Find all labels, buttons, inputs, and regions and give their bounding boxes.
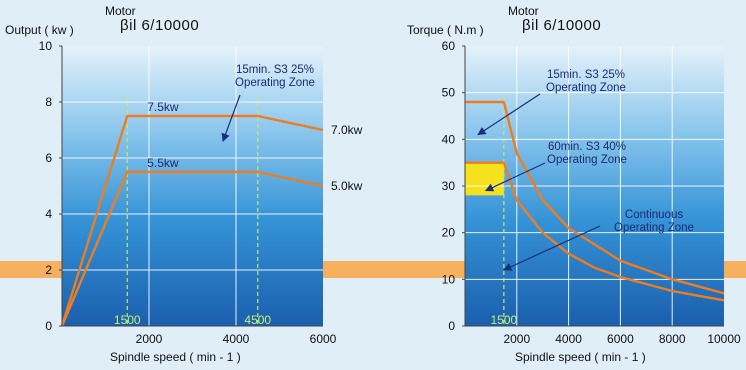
reference-label: 1500 bbox=[114, 313, 141, 327]
annotation-arrow bbox=[477, 93, 541, 136]
annotation-arrow bbox=[484, 162, 546, 192]
series-line bbox=[465, 161, 725, 302]
reference-label: 4500 bbox=[244, 313, 271, 327]
y-tick-label: 10 bbox=[442, 272, 456, 286]
right-y-axis-label: Torque ( N.m ) bbox=[407, 23, 484, 37]
annotation-text: 15min. S3 25% Operating Zone bbox=[235, 64, 315, 89]
annotation-text: 60min. S3 40% Operating Zone bbox=[547, 141, 627, 166]
x-tick-label: 6000 bbox=[607, 332, 634, 346]
y-tick-label: 6 bbox=[45, 151, 52, 165]
y-tick-label: 0 bbox=[45, 319, 52, 333]
series-line bbox=[465, 100, 725, 295]
y-tick-label: 0 bbox=[448, 319, 455, 333]
series-peak-label: 5.5kw bbox=[147, 156, 179, 170]
series-end-label: 5.0kw bbox=[331, 179, 363, 193]
annotation-line: Operating Zone bbox=[614, 222, 694, 234]
x-tick-label: 2000 bbox=[136, 332, 163, 346]
y-tick-label: 30 bbox=[442, 179, 456, 193]
x-tick-label: 4000 bbox=[223, 332, 250, 346]
annotation-line: 15min. S3 25% bbox=[236, 64, 314, 76]
y-tick-label: 40 bbox=[442, 132, 456, 146]
annotation-line: 15min. S3 25% bbox=[547, 69, 625, 81]
right-motor-label: Motor bbox=[508, 4, 539, 18]
annotation-line: Continuous bbox=[625, 209, 683, 221]
annotation-line: Operating Zone bbox=[546, 82, 626, 94]
left-motor-label: Motor bbox=[105, 4, 136, 18]
x-tick-label: 6000 bbox=[310, 332, 337, 346]
series-end-label: 7.0kw bbox=[331, 123, 363, 137]
annotation-text: Continuous Operating Zone bbox=[614, 209, 694, 234]
series-line bbox=[60, 170, 324, 327]
x-tick-label: 10000 bbox=[707, 332, 741, 346]
series-peak-label: 7.5kw bbox=[147, 100, 179, 114]
y-tick-label: 4 bbox=[45, 207, 52, 221]
left-model-label: βil 6/10000 bbox=[120, 17, 200, 34]
annotation-arrow bbox=[503, 225, 601, 271]
shaded-zone bbox=[465, 162, 504, 196]
annotation-line: Operating Zone bbox=[547, 154, 627, 166]
series-line bbox=[60, 114, 324, 327]
right-model-label: βil 6/10000 bbox=[522, 17, 602, 34]
annotation-line: Operating Zone bbox=[235, 77, 315, 89]
torque-chart: 1500 0 10 20 30 40 50 60 2000 4000 6000 8000 10000 15… bbox=[442, 39, 741, 346]
left-y-axis-label: Output ( kw ) bbox=[5, 23, 74, 37]
y-tick-label: 60 bbox=[442, 39, 456, 53]
y-tick-label: 2 bbox=[45, 263, 52, 277]
annotation-arrow bbox=[221, 94, 241, 142]
left-x-axis-label: Spindle speed ( min - 1 ) bbox=[110, 350, 241, 364]
annotation-line: 60min. S3 40% bbox=[548, 141, 626, 153]
x-tick-label: 2000 bbox=[503, 332, 530, 346]
right-x-axis-label: Spindle speed ( min - 1 ) bbox=[515, 350, 646, 364]
x-tick-label: 8000 bbox=[659, 332, 686, 346]
reference-label: 1500 bbox=[490, 313, 517, 327]
x-tick-label: 4000 bbox=[555, 332, 582, 346]
annotation-text: 15min. S3 25% Operating Zone bbox=[546, 69, 626, 94]
y-tick-label: 50 bbox=[442, 86, 456, 100]
output-chart: 1500 4500 7.5kw 7.0kw 5.5kw 5.0kw 0 2 4 6 8 10 2000 4… bbox=[39, 39, 363, 346]
y-tick-label: 8 bbox=[45, 95, 52, 109]
y-tick-label: 20 bbox=[442, 226, 456, 240]
y-tick-label: 10 bbox=[39, 39, 53, 53]
